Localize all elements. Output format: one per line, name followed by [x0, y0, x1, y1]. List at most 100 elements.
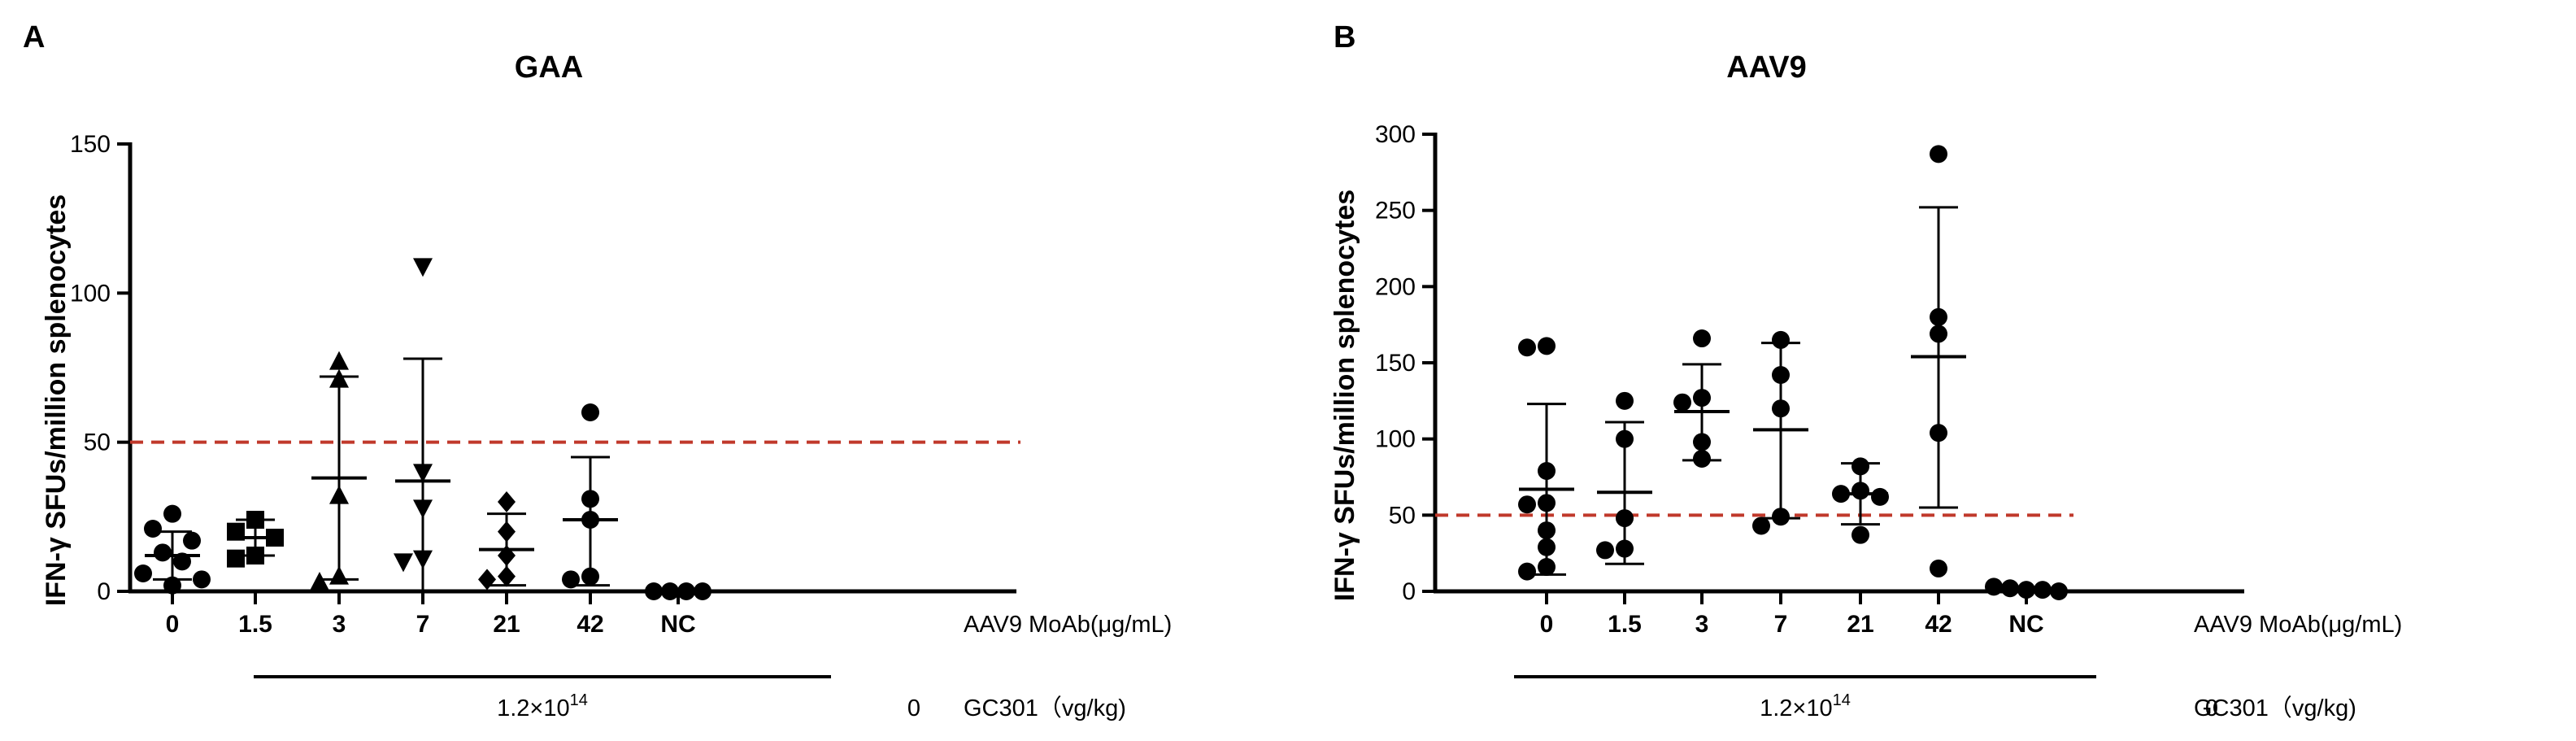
data-point	[1616, 391, 1634, 410]
data-point	[1752, 517, 1770, 535]
y-tick-label: 0	[1402, 578, 1416, 605]
chart-title: GAA	[515, 50, 583, 85]
y-tick-label: 150	[70, 131, 111, 158]
data-point	[329, 565, 349, 585]
data-point	[581, 567, 599, 586]
data-point	[154, 543, 172, 562]
data-point	[173, 552, 191, 571]
data-point	[581, 403, 599, 421]
x-tick-label: 7	[1774, 611, 1788, 638]
data-point	[677, 582, 695, 600]
treated-dose-value: 1.2×1014	[497, 691, 588, 721]
data-point	[183, 531, 201, 550]
x-tick-label: 0	[166, 611, 180, 638]
y-tick-label: 100	[70, 280, 111, 307]
data-point	[413, 258, 433, 277]
data-point	[1538, 462, 1556, 481]
data-point	[581, 490, 599, 508]
data-point	[1518, 495, 1536, 514]
data-point	[329, 368, 349, 388]
data-point	[1772, 365, 1790, 384]
data-point	[1693, 329, 1711, 348]
data-point	[193, 570, 211, 589]
data-point	[1616, 509, 1634, 528]
data-point	[1930, 325, 1947, 343]
y-tick-label: 300	[1375, 121, 1416, 148]
panel-b: B AAV9 IFN-γ SFUs/million splenocytes 0 50 10…	[1329, 20, 2402, 721]
data-point	[2034, 581, 2052, 599]
x-tick-label: 1.5	[238, 611, 272, 638]
x-tick-label: 21	[493, 611, 520, 638]
y-tick-label: 250	[1375, 198, 1416, 224]
y-axis-label: IFN-γ SFUs/million splenocytes	[41, 194, 72, 606]
data-point	[246, 547, 264, 564]
data-point	[498, 545, 516, 566]
data-point	[1930, 145, 1947, 163]
data-point	[1518, 338, 1536, 357]
data-point	[498, 491, 516, 512]
mab-row-label: AAV9 MoAb(μg/mL)	[2194, 612, 2402, 638]
data-point	[394, 553, 413, 573]
y-tick-label: 0	[97, 578, 111, 605]
y-tick-label: 50	[1389, 502, 1416, 529]
data-point	[1852, 482, 1869, 500]
data-point	[1538, 337, 1556, 355]
data-point	[1616, 539, 1634, 558]
x-tick-label: NC	[2008, 611, 2043, 638]
data-point	[1538, 538, 1556, 556]
y-tick-label: 50	[84, 429, 111, 456]
data-point	[163, 504, 181, 523]
data-point	[1693, 433, 1711, 451]
data-point	[1832, 485, 1850, 503]
x-tick-label: 1.5	[1608, 611, 1642, 638]
y-axis-label: IFN-γ SFUs/million splenocytes	[1329, 190, 1360, 601]
data-point	[498, 565, 516, 587]
x-tick-label: 42	[577, 611, 603, 638]
data-point	[413, 499, 433, 519]
x-tick-label: 3	[1695, 611, 1709, 638]
data-point	[562, 570, 580, 589]
y-tick-label: 150	[1375, 350, 1416, 377]
data-point	[1772, 330, 1790, 349]
data-point	[2050, 582, 2068, 600]
data-point	[144, 520, 162, 538]
data-point	[1930, 307, 1947, 326]
data-point	[1596, 541, 1614, 560]
data-point	[1852, 525, 1869, 544]
data-point	[1772, 508, 1790, 526]
data-point	[1871, 487, 1889, 506]
data-point	[227, 549, 245, 568]
panel-letter: A	[23, 20, 45, 54]
panel-letter: B	[1334, 20, 1355, 54]
data-point	[413, 550, 433, 569]
data-point	[413, 464, 433, 483]
mab-row-label: AAV9 MoAb(μg/mL)	[964, 612, 1172, 638]
data-point	[134, 564, 152, 582]
data-point	[581, 511, 599, 529]
x-tick-label: 7	[416, 611, 430, 638]
chart-title: AAV9	[1726, 50, 1807, 85]
nc-dose-value: 0	[2205, 695, 2218, 721]
data-point	[163, 576, 181, 595]
y-tick-label: 100	[1375, 426, 1416, 453]
data-point	[1693, 389, 1711, 408]
data-point	[1538, 494, 1556, 512]
x-tick-label: 0	[1540, 611, 1554, 638]
dose-row-label: GC301（vg/kg)	[964, 695, 1126, 721]
x-tick-label: 21	[1847, 611, 1873, 638]
data-point	[645, 582, 663, 600]
data-point	[2017, 581, 2035, 599]
dose-row-label: GC301（vg/kg)	[2194, 695, 2356, 721]
data-point	[1930, 424, 1947, 442]
panel-a: A GAA IFN-γ SFUs/million splenocytes 0 50 100…	[23, 20, 1172, 721]
data-point	[1772, 399, 1790, 418]
data-point	[1616, 429, 1634, 448]
data-point	[227, 522, 245, 541]
nc-dose-value: 0	[907, 695, 920, 721]
data-point	[694, 582, 711, 600]
data-point	[1518, 562, 1536, 581]
data-point	[329, 351, 349, 370]
data-point	[1538, 521, 1556, 540]
data-point	[1693, 450, 1711, 469]
